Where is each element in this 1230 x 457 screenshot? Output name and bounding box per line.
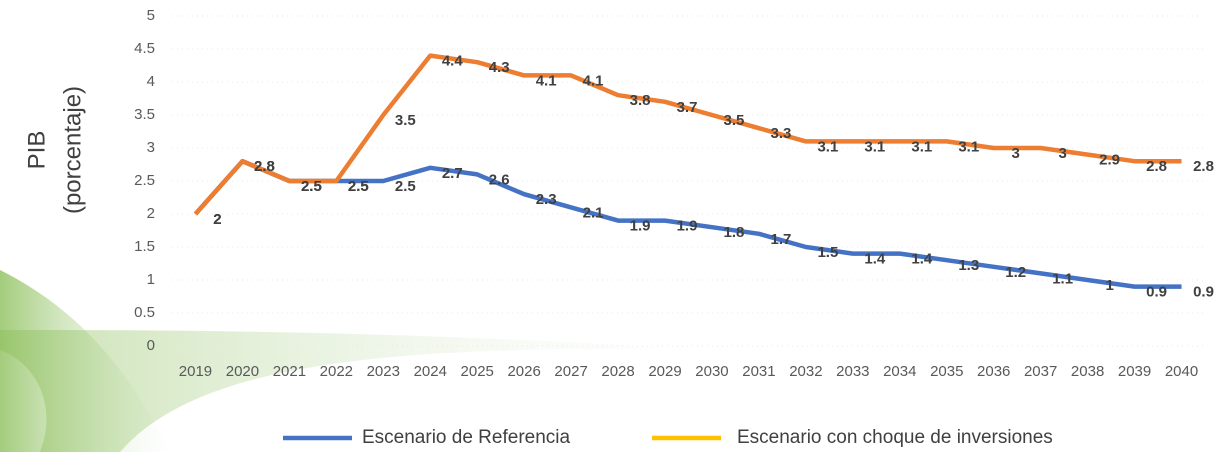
data-label: 2.5: [301, 178, 322, 195]
x-tick-label: 2031: [742, 363, 775, 380]
data-label: 2: [213, 211, 221, 228]
x-tick-label: 2023: [367, 363, 400, 380]
data-label: 0.9: [1193, 284, 1214, 301]
x-tick-label: 2021: [273, 363, 306, 380]
data-label: 2.5: [348, 178, 369, 195]
y-axis-title-line: (porcentaje): [59, 86, 86, 214]
data-label: 3.1: [817, 138, 838, 155]
x-tick-label: 2028: [601, 363, 634, 380]
x-tick-label: 2025: [461, 363, 494, 380]
data-label: 3.5: [395, 112, 416, 129]
y-tick-label: 1: [147, 271, 155, 288]
x-tick-label: 2034: [883, 363, 916, 380]
data-label: 2.8: [1193, 158, 1214, 175]
legend-label: Escenario de Referencia: [362, 427, 570, 448]
x-tick-label: 2039: [1118, 363, 1151, 380]
data-label: 2.3: [536, 191, 557, 208]
decoration: [0, 330, 700, 452]
data-label: 4.3: [489, 59, 510, 76]
data-label: 3.5: [724, 112, 745, 129]
legend-label: Escenario con choque de inversiones: [737, 427, 1053, 448]
data-label: 1: [1105, 277, 1113, 294]
x-tick-label: 2040: [1165, 363, 1198, 380]
data-label: 1.2: [1005, 264, 1026, 281]
series-line: [195, 56, 1181, 214]
x-tick-label: 2038: [1071, 363, 1104, 380]
data-label: 4.1: [583, 72, 604, 89]
x-tick-label: 2035: [930, 363, 963, 380]
data-label: 3.8: [630, 92, 651, 109]
data-label: 3.1: [864, 138, 885, 155]
x-tick-label: 2033: [836, 363, 869, 380]
x-tick-label: 2026: [507, 363, 540, 380]
data-label: 1.9: [630, 218, 651, 235]
y-tick-label: 0.5: [134, 304, 155, 321]
data-label: 3.3: [771, 125, 792, 142]
y-tick-label: 2.5: [134, 172, 155, 189]
data-label: 4.4: [442, 53, 464, 70]
data-label: 2.1: [583, 204, 604, 221]
y-tick-label: 4.5: [134, 40, 155, 57]
x-tick-label: 2036: [977, 363, 1010, 380]
y-tick-label: 4: [147, 73, 155, 90]
data-label: 1.1: [1052, 270, 1073, 287]
chart: PIB (porcentaje) 0 0.5 1 1.5 2 2.5 3 3.5 4 4.5 5 201…: [0, 0, 1230, 452]
x-tick-label: 2030: [695, 363, 728, 380]
x-tick-label: 2020: [226, 363, 259, 380]
data-label: 3: [1058, 145, 1066, 162]
y-axis-title-line: PIB: [23, 131, 50, 170]
data-label: 0.9: [1146, 284, 1167, 301]
data-label: 3.1: [911, 138, 932, 155]
data-label: 1.5: [817, 244, 838, 261]
data-label: 2.5: [395, 178, 416, 195]
data-label: 3.7: [677, 99, 698, 116]
x-tick-label: 2019: [179, 363, 212, 380]
y-axis-title: PIB (porcentaje): [23, 86, 86, 214]
data-label: 1.9: [677, 218, 698, 235]
data-label: 2.9: [1099, 152, 1120, 169]
x-tick-label: 2024: [414, 363, 447, 380]
data-label: 1.8: [724, 224, 745, 241]
data-label: 1.4: [911, 251, 933, 268]
data-label: 2.7: [442, 165, 463, 182]
data-label: 3: [1012, 145, 1020, 162]
y-tick-label: 2: [147, 205, 155, 222]
data-label: 1.7: [771, 231, 792, 248]
y-tick-label: 5: [147, 7, 155, 24]
data-label: 2.8: [254, 158, 275, 175]
y-tick-label: 0: [147, 337, 155, 354]
y-tick-label: 3.5: [134, 106, 155, 123]
x-tick-label: 2022: [320, 363, 353, 380]
data-label: 3.1: [958, 138, 979, 155]
data-label: 4.1: [536, 72, 557, 89]
data-label: 1.3: [958, 257, 979, 274]
y-tick-label: 3: [147, 139, 155, 156]
x-tick-label: 2032: [789, 363, 822, 380]
data-label: 2.8: [1146, 158, 1167, 175]
x-tick-label: 2037: [1024, 363, 1057, 380]
data-label: 1.4: [864, 251, 886, 268]
data-label: 2.6: [489, 171, 510, 188]
y-tick-label: 1.5: [134, 238, 155, 255]
x-tick-label: 2027: [554, 363, 587, 380]
x-tick-label: 2029: [648, 363, 681, 380]
